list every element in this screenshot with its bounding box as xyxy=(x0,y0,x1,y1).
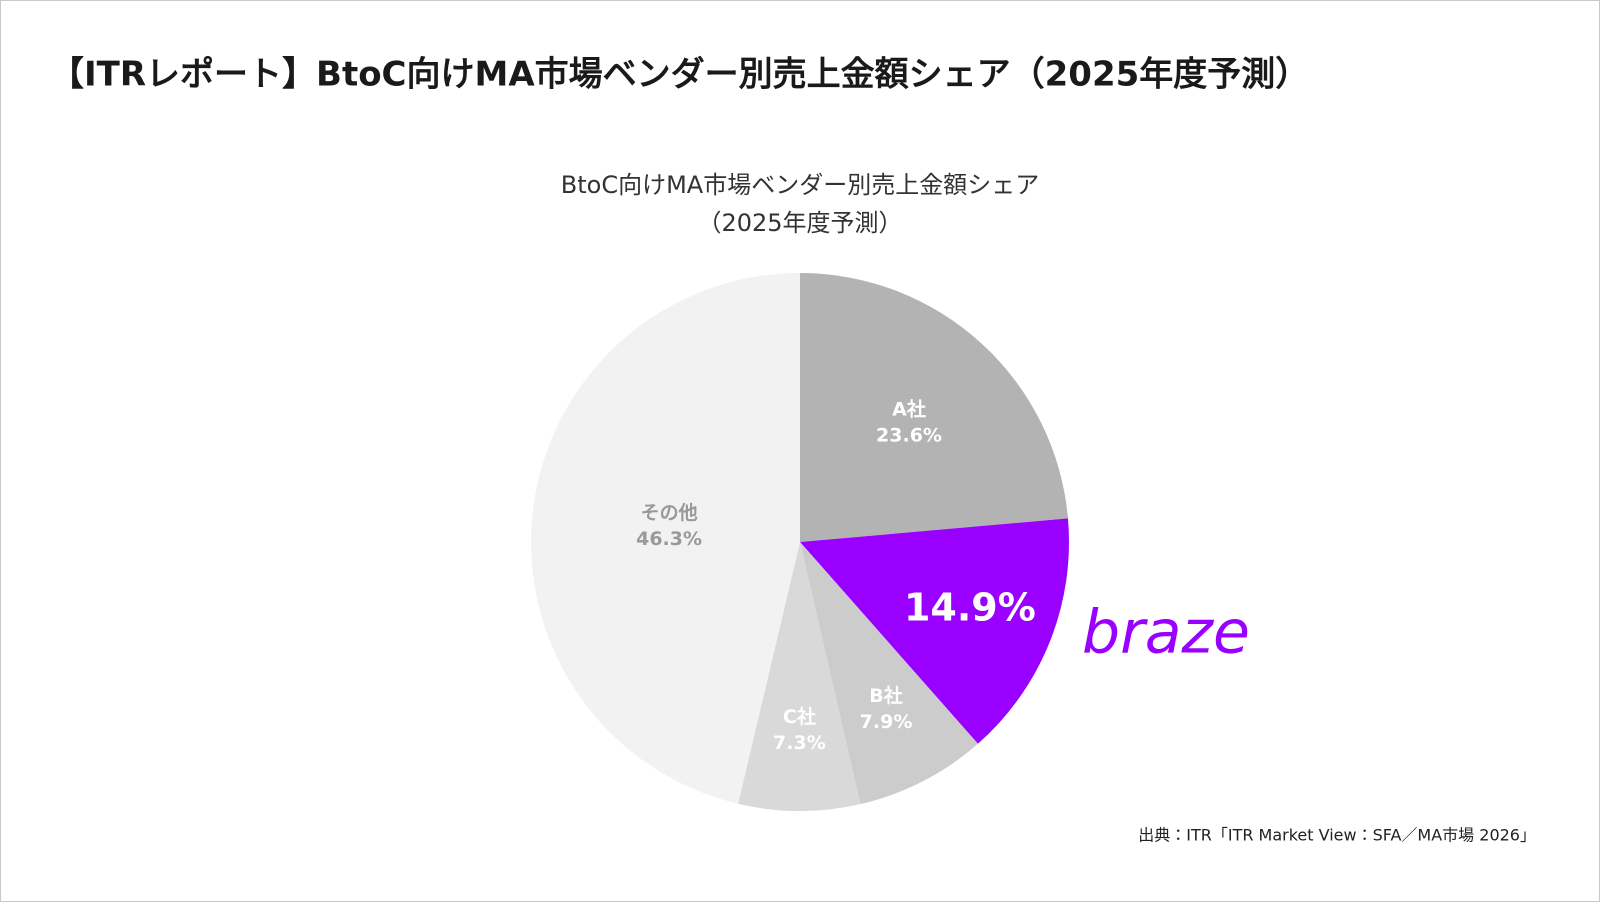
slice-value-label: 7.9% xyxy=(860,711,913,733)
slice-name-label: その他 xyxy=(641,501,698,524)
slice-value-label: 46.3% xyxy=(636,528,702,550)
slice-value-label: 23.6% xyxy=(876,424,942,446)
pie-slice xyxy=(531,273,800,804)
pie-slice xyxy=(800,518,1069,744)
chart-title: BtoC向けMA市場ベンダー別売上金額シェア xyxy=(561,171,1039,199)
slice-name-label: B社 xyxy=(869,684,902,707)
brand-logo: braze xyxy=(1082,598,1250,668)
pie-slice xyxy=(738,542,861,811)
pie-slice xyxy=(800,542,978,805)
source-note: 出典：ITR「ITR Market View：SFA／MA市場 2026」 xyxy=(1138,826,1536,845)
slice-value-label: 14.9% xyxy=(904,585,1036,629)
chart-subtitle: （2025年度予測） xyxy=(697,209,902,237)
slice-name-label: A社 xyxy=(892,397,926,420)
pie-slice xyxy=(800,273,1068,542)
slice-value-label: 7.3% xyxy=(773,732,826,754)
slice-name-label: C社 xyxy=(783,705,816,728)
page-title: 【ITRレポート】BtoC向けMA市場ベンダー別売上金額シェア（2025年度予測… xyxy=(50,55,1309,95)
